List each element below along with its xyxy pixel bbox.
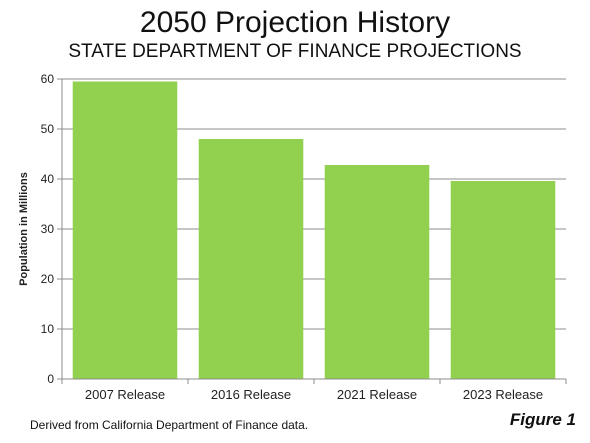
bar-1 xyxy=(72,81,178,379)
figure-label: Figure 1 xyxy=(509,410,576,429)
chart-title: 2050 Projection History xyxy=(139,6,451,39)
source-note: Derived from California Department of Fi… xyxy=(30,418,309,432)
y-tick-label: 50 xyxy=(41,122,55,136)
y-tick-label: 10 xyxy=(41,322,55,336)
y-tick-label: 0 xyxy=(47,372,54,386)
x-tick-label: 2016 Release xyxy=(211,387,291,402)
chart-subtitle: STATE DEPARTMENT OF FINANCE PROJECTIONS xyxy=(68,41,522,62)
x-tick-label: 2023 Release xyxy=(463,387,543,402)
y-tick-label: 30 xyxy=(41,222,55,236)
bar-3 xyxy=(324,165,430,379)
y-axis-label: Population in Millions xyxy=(18,172,30,286)
y-tick-label: 40 xyxy=(41,172,55,186)
bar-4 xyxy=(450,181,556,379)
bar-2 xyxy=(198,139,304,379)
y-tick-label: 60 xyxy=(41,72,55,86)
y-tick-label: 20 xyxy=(41,272,55,286)
x-tick-label: 2007 Release xyxy=(85,387,165,402)
x-tick-label: 2021 Release xyxy=(337,387,417,402)
